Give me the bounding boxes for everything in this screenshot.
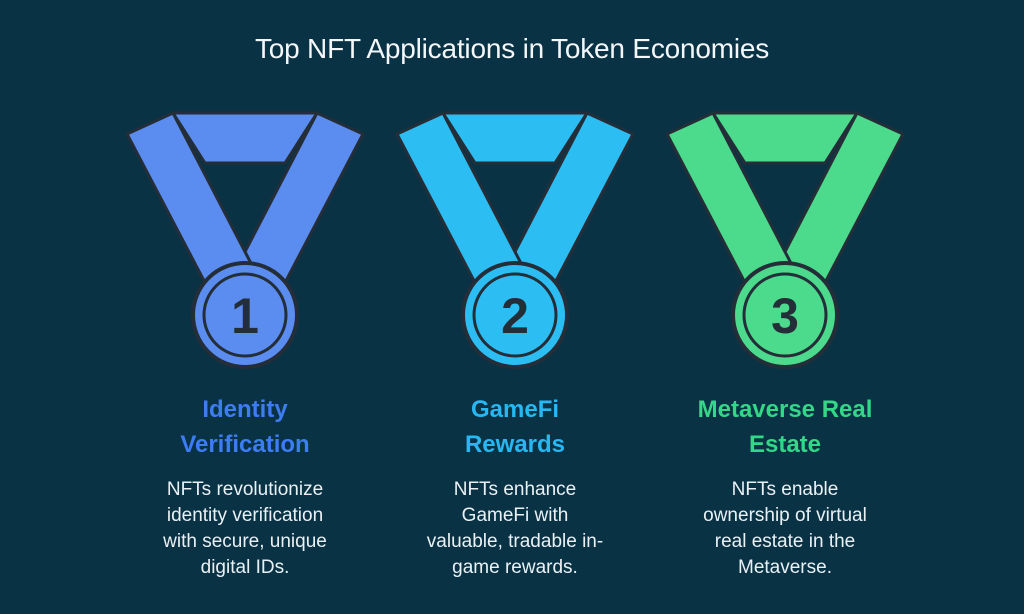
- rank-1-medal-icon: 1: [125, 111, 365, 369]
- medal-disc: [191, 261, 299, 369]
- ribbon-top-band: [711, 111, 859, 165]
- medal-rank-number: 3: [771, 288, 799, 344]
- item-identity-verification: 1 Identity Verification NFTs revolutioni…: [110, 110, 380, 581]
- rank-3-medal-icon: 3: [665, 111, 905, 369]
- item-title: Identity Verification: [180, 396, 310, 458]
- medal-inner-ring: [742, 272, 828, 358]
- item-title: GameFi Rewards: [464, 396, 566, 458]
- item-description: NFTs revolutionize identity verification…: [163, 479, 327, 578]
- item-title: Metaverse Real Estate: [697, 396, 873, 458]
- medal-rank-number: 2: [501, 288, 529, 344]
- ribbon-top-band: [171, 111, 319, 165]
- item-gamefi-rewards: 2 GameFi Rewards NFTs enhance GameFi wit…: [380, 110, 650, 581]
- medal-disc: [731, 261, 839, 369]
- medal-rank-number: 1: [231, 288, 259, 344]
- medal-disc: [461, 261, 569, 369]
- medal-inner-ring: [472, 272, 558, 358]
- item-description: NFTs enable ownership of virtual real es…: [703, 479, 867, 578]
- page-title: Top NFT Applications in Token Economies: [254, 33, 770, 64]
- ribbon-top-band: [441, 111, 589, 165]
- medal-inner-ring: [202, 272, 288, 358]
- item-metaverse-real-estate: 3 Metaverse Real Estate NFTs enable owne…: [650, 110, 920, 581]
- rank-2-medal-icon: 2: [395, 111, 635, 369]
- item-description: NFTs enhance GameFi with valuable, trada…: [426, 479, 604, 578]
